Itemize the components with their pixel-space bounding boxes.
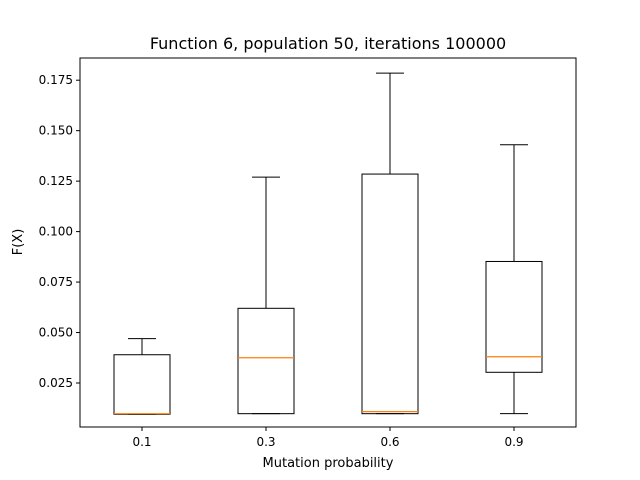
iqr-box <box>361 173 419 415</box>
x-tick-label: 0.3 <box>256 435 275 449</box>
x-tick-label: 0.1 <box>132 435 151 449</box>
iqr-box <box>113 354 171 415</box>
axes-frame <box>79 57 577 428</box>
box-group-0-9 <box>485 144 543 415</box>
x-axis-label: Mutation probability <box>263 456 394 471</box>
box-group-0-6 <box>361 72 419 415</box>
box-group-0-1 <box>113 338 171 415</box>
y-axis-label: F(X) <box>11 229 26 256</box>
x-tick-label: 0.6 <box>380 435 399 449</box>
chart-title: Function 6, population 50, iterations 10… <box>150 34 506 53</box>
y-tick-label: 0.125 <box>39 174 73 188</box>
y-tick-label: 0.150 <box>39 124 73 138</box>
plot-area <box>113 72 543 415</box>
iqr-box <box>237 307 295 415</box>
y-tick-label: 0.050 <box>39 326 73 340</box>
box-group-0-3 <box>237 176 295 415</box>
y-tick-label: 0.025 <box>39 376 73 390</box>
y-tick-label: 0.075 <box>39 275 73 289</box>
iqr-box <box>485 260 543 373</box>
y-tick-label: 0.175 <box>39 73 73 87</box>
y-tick-label: 0.100 <box>39 225 73 239</box>
x-tick-label: 0.9 <box>504 435 523 449</box>
